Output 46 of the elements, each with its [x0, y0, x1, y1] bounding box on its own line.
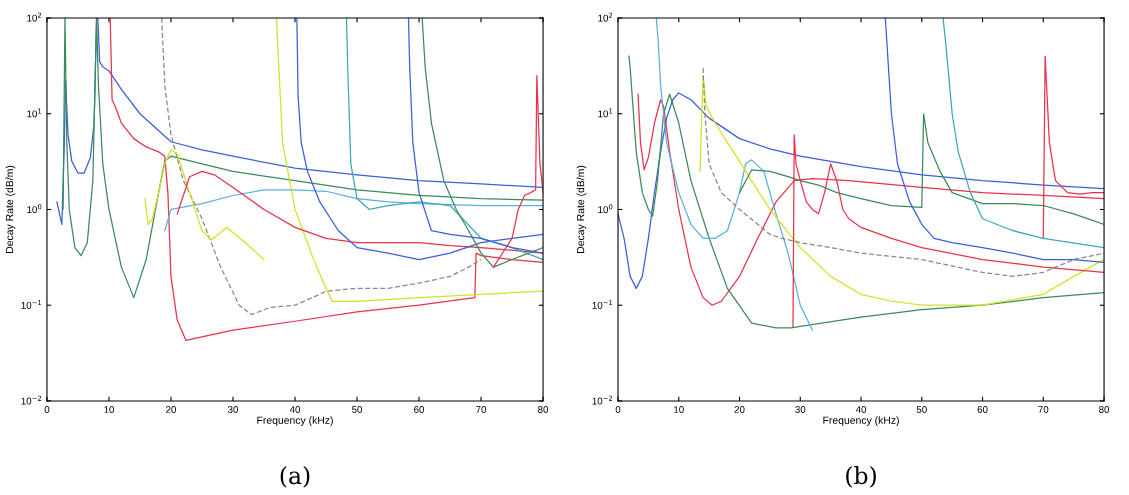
x-tick-label: 60 — [977, 406, 988, 413]
x-tick-label: 20 — [166, 406, 177, 413]
x-tick-label: 0 — [44, 406, 50, 413]
x-tick-label: 40 — [289, 406, 301, 413]
y-tick-label: 10$^{0}$ — [598, 204, 613, 214]
line-series — [144, 149, 265, 261]
line-series — [655, 18, 814, 331]
line-series — [275, 18, 544, 302]
line-series — [161, 18, 482, 316]
y-tick-label: 10$^{−2}$ — [21, 395, 42, 405]
x-axis-title: Frequency (kHz) — [823, 416, 899, 426]
x-tick-label: 0 — [615, 406, 621, 413]
x-tick-label: 50 — [352, 406, 363, 413]
x-tick-label: 60 — [414, 406, 425, 413]
line-series — [702, 67, 1105, 278]
x-tick-label: 40 — [855, 406, 867, 413]
line-series — [738, 113, 1105, 225]
y-tick-label: 10$^{−1}$ — [592, 299, 613, 309]
y-tick-label: 10$^{−2}$ — [592, 395, 613, 405]
y-axis-title: Decay Rate (dB/m) — [5, 165, 16, 253]
line-series — [109, 18, 544, 341]
x-tick-label: 80 — [538, 406, 549, 413]
y-tick-label: 10$^{0}$ — [27, 204, 42, 214]
line-series — [345, 18, 544, 261]
text: (a) — [280, 466, 310, 488]
line-series — [699, 75, 1105, 306]
x-tick-label: 70 — [1038, 406, 1049, 413]
x-tick-label: 20 — [734, 406, 745, 413]
x-tick-label: 80 — [1099, 406, 1110, 413]
line-series — [628, 55, 1105, 329]
y-tick-label: 10$^{−1}$ — [21, 299, 42, 309]
y-tick-label: 10$^{1}$ — [27, 108, 42, 118]
x-tick-label: 30 — [227, 406, 239, 413]
x-tick-label: 70 — [476, 406, 487, 413]
text: (b) — [846, 466, 876, 488]
y-tick-label: 10$^{2}$ — [27, 12, 42, 22]
line-series — [164, 189, 544, 232]
x-tick-label: 30 — [795, 406, 806, 413]
y-tick-label: 10$^{2}$ — [598, 12, 613, 22]
x-tick-label: 10 — [674, 406, 684, 413]
y-axis-title: Decay Rate (dB/m) — [576, 165, 587, 253]
x-tick-label: 50 — [916, 406, 927, 413]
x-tick-label: 10 — [104, 406, 114, 413]
x-axis-title: Frequency (kHz) — [257, 416, 333, 426]
y-tick-label: 10$^{1}$ — [598, 108, 613, 118]
line-series — [942, 18, 1105, 249]
